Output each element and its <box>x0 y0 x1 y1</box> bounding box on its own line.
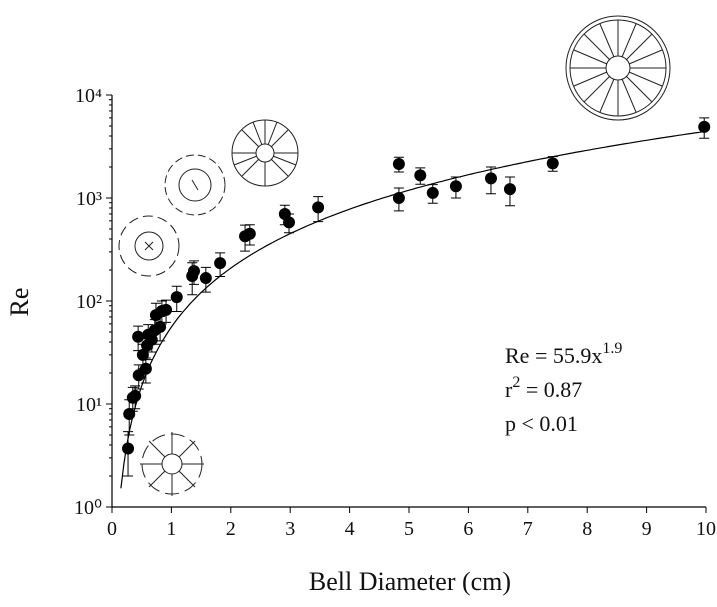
annotation: p < 0.01 <box>505 411 578 436</box>
data-point <box>392 157 405 170</box>
annotation-sup: 1.9 <box>602 340 622 357</box>
data-point <box>414 169 427 182</box>
annotation-text: r <box>505 377 513 402</box>
x-tick-label: 7 <box>523 518 533 540</box>
x-tick-label: 9 <box>642 518 652 540</box>
x-tick-label: 5 <box>404 518 414 540</box>
x-tick-label: 3 <box>285 518 295 540</box>
annotation-text: p < 0.01 <box>505 411 578 436</box>
x-tick-label: 8 <box>582 518 592 540</box>
annotation-sup: 2 <box>512 374 520 391</box>
data-point <box>484 172 497 185</box>
data-point <box>283 216 296 229</box>
data-point <box>426 186 439 199</box>
data-point <box>503 183 516 196</box>
y-tick-label: 10¹ <box>76 394 102 416</box>
x-tick-label: 4 <box>345 518 355 540</box>
data-point <box>243 227 256 240</box>
x-axis-label: Bell Diameter (cm) <box>309 567 511 596</box>
annotation: Re = 55.9x1.9 <box>505 340 622 368</box>
data-point <box>187 265 200 278</box>
annotation: r2 = 0.87 <box>505 374 582 402</box>
y-tick-label: 10² <box>76 291 102 313</box>
x-tick-label: 6 <box>463 518 473 540</box>
x-tick-label: 1 <box>166 518 176 540</box>
data-point <box>170 291 183 304</box>
x-tick-label: 0 <box>107 518 117 540</box>
data-point <box>132 330 145 343</box>
data-point <box>449 180 462 193</box>
x-tick-label: 10 <box>696 518 716 540</box>
y-axis-label: Re <box>5 288 34 317</box>
data-point <box>129 389 142 402</box>
data-point <box>122 442 135 455</box>
data-point <box>199 272 212 285</box>
data-point <box>160 303 173 316</box>
data-point <box>312 201 325 214</box>
y-tick-label: 10⁰ <box>74 497 102 519</box>
data-point <box>123 407 136 420</box>
y-tick-label: 10³ <box>76 188 102 210</box>
data-point <box>139 362 152 375</box>
data-point <box>698 120 711 133</box>
jellyfish-illustrations <box>118 15 671 496</box>
fit-curve <box>120 130 707 489</box>
data-point <box>214 257 227 270</box>
annotation-rest: = 0.87 <box>520 377 582 402</box>
x-tick-label: 2 <box>226 518 236 540</box>
y-tick-label: 10⁴ <box>75 85 102 107</box>
data-point <box>392 192 405 204</box>
annotation-text: Re = 55.9x <box>505 343 602 368</box>
data-point <box>546 157 559 170</box>
